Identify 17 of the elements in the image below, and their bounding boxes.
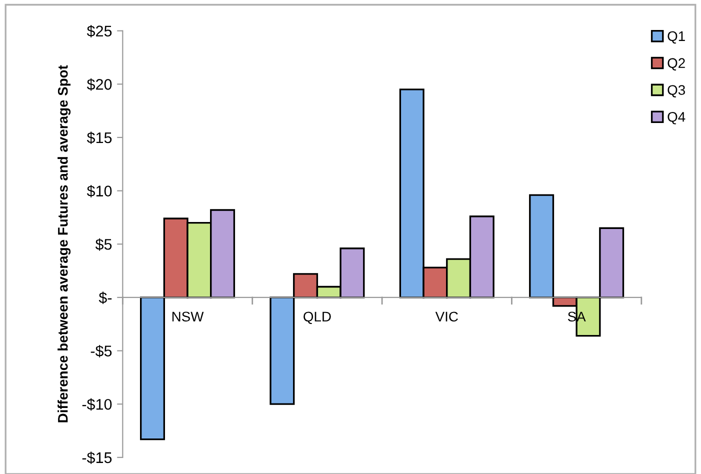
y-tick-label: -$10	[82, 398, 112, 411]
y-tick-label: $5	[95, 238, 112, 251]
legend-label: Q3	[668, 85, 685, 98]
legend-label: Q2	[668, 58, 685, 70]
y-tick-label: $-	[98, 292, 112, 304]
y-tick-label: -$15	[82, 452, 112, 464]
y-axis-title: Difference between average Futures and average Spot	[58, 65, 71, 422]
y-tick-label: $15	[86, 132, 112, 144]
x-tick-label: NSW	[172, 312, 204, 322]
legend-label: Q1	[668, 31, 685, 44]
x-tick-label: QLD	[304, 312, 331, 324]
legend-label: Q4	[668, 112, 686, 124]
y-tick-label: $10	[86, 185, 112, 198]
x-tick-label: VIC	[435, 312, 458, 322]
y-tick-label: $20	[86, 78, 112, 91]
y-tick-label: -$5	[90, 344, 112, 358]
y-tick-label: $25	[86, 25, 112, 38]
